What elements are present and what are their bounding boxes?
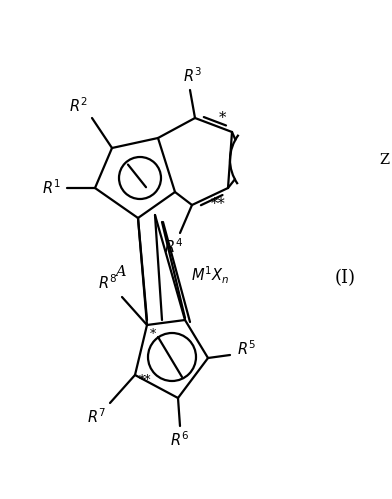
Text: **: ** bbox=[211, 197, 225, 211]
Text: **: ** bbox=[139, 375, 151, 388]
Text: $R^1$: $R^1$ bbox=[42, 179, 60, 197]
Text: Z: Z bbox=[379, 153, 389, 167]
Text: $R^2$: $R^2$ bbox=[69, 97, 87, 115]
Text: $R^8$: $R^8$ bbox=[98, 273, 118, 292]
Text: $R^4$: $R^4$ bbox=[164, 238, 183, 256]
Text: $M^1X_n$: $M^1X_n$ bbox=[191, 264, 229, 286]
Text: $R^5$: $R^5$ bbox=[236, 340, 256, 358]
Text: $R^3$: $R^3$ bbox=[183, 67, 201, 85]
Text: *: * bbox=[150, 328, 156, 341]
Text: $R^6$: $R^6$ bbox=[171, 431, 190, 450]
Text: $R^7$: $R^7$ bbox=[87, 408, 105, 426]
Text: (I): (I) bbox=[334, 269, 356, 287]
Text: A: A bbox=[115, 264, 126, 278]
Text: *: * bbox=[218, 111, 226, 125]
